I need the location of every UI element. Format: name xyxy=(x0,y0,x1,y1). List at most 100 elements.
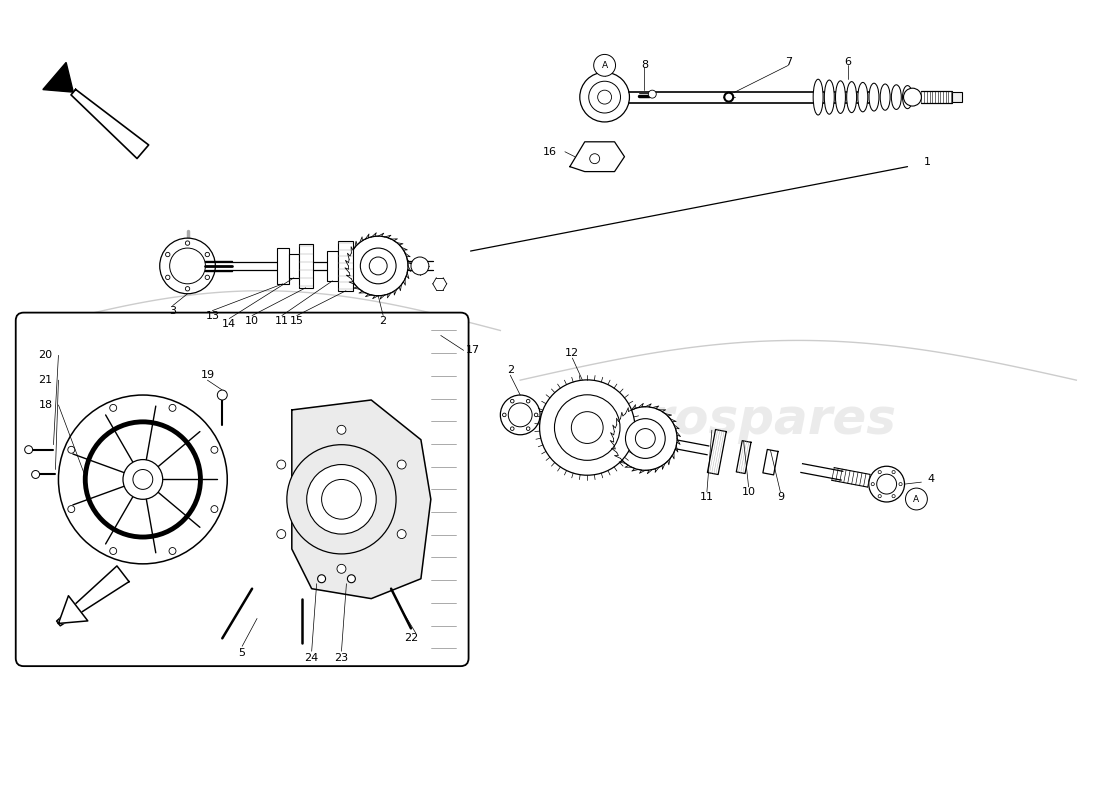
Ellipse shape xyxy=(813,79,823,115)
Text: eurospares: eurospares xyxy=(85,356,400,404)
Circle shape xyxy=(411,257,429,275)
Ellipse shape xyxy=(880,84,890,110)
Circle shape xyxy=(535,413,538,417)
Text: 3: 3 xyxy=(169,306,176,316)
Circle shape xyxy=(123,459,163,499)
Text: 13: 13 xyxy=(206,310,219,321)
Circle shape xyxy=(580,72,629,122)
Text: A: A xyxy=(913,494,920,503)
Circle shape xyxy=(337,564,345,574)
Circle shape xyxy=(218,390,228,400)
Circle shape xyxy=(186,241,189,246)
Circle shape xyxy=(871,482,874,486)
Circle shape xyxy=(211,446,218,454)
Text: 18: 18 xyxy=(39,400,53,410)
Ellipse shape xyxy=(824,80,834,114)
Circle shape xyxy=(370,257,387,275)
Circle shape xyxy=(878,494,881,498)
Circle shape xyxy=(169,248,206,284)
Circle shape xyxy=(277,530,286,538)
Bar xyxy=(339,241,353,290)
Circle shape xyxy=(527,427,530,430)
Circle shape xyxy=(166,252,169,257)
Circle shape xyxy=(32,470,40,478)
Text: eurospares: eurospares xyxy=(581,396,896,444)
Text: 14: 14 xyxy=(222,318,236,329)
Circle shape xyxy=(724,93,734,102)
Circle shape xyxy=(869,466,904,502)
Circle shape xyxy=(318,574,326,582)
Circle shape xyxy=(554,394,620,460)
Text: 2: 2 xyxy=(507,366,514,375)
Circle shape xyxy=(397,530,406,538)
Text: 7: 7 xyxy=(784,58,792,67)
Circle shape xyxy=(348,574,355,582)
Circle shape xyxy=(905,488,927,510)
Bar xyxy=(299,244,312,288)
Circle shape xyxy=(899,482,902,486)
Text: 15: 15 xyxy=(289,315,304,326)
Circle shape xyxy=(877,474,896,494)
Circle shape xyxy=(110,405,117,411)
Circle shape xyxy=(287,445,396,554)
Text: 11: 11 xyxy=(275,315,289,326)
Circle shape xyxy=(878,470,881,474)
Text: 4: 4 xyxy=(927,474,935,484)
Circle shape xyxy=(211,506,218,513)
Text: 5: 5 xyxy=(239,648,245,658)
Text: 2: 2 xyxy=(379,315,387,326)
Text: 20: 20 xyxy=(39,350,53,360)
Circle shape xyxy=(166,275,169,279)
Polygon shape xyxy=(292,400,431,598)
Circle shape xyxy=(892,470,895,474)
Polygon shape xyxy=(72,90,148,158)
Ellipse shape xyxy=(869,83,879,111)
Circle shape xyxy=(133,470,153,490)
Polygon shape xyxy=(58,596,88,623)
Circle shape xyxy=(590,154,600,164)
Circle shape xyxy=(510,399,514,403)
Circle shape xyxy=(205,252,209,257)
Circle shape xyxy=(68,446,75,454)
Text: 6: 6 xyxy=(845,58,851,67)
Polygon shape xyxy=(43,62,74,92)
Circle shape xyxy=(594,54,616,76)
Text: 16: 16 xyxy=(543,146,557,157)
Text: 24: 24 xyxy=(305,653,319,663)
Text: 8: 8 xyxy=(641,60,648,70)
Circle shape xyxy=(597,90,612,104)
Circle shape xyxy=(397,460,406,469)
FancyBboxPatch shape xyxy=(15,313,469,666)
Circle shape xyxy=(510,427,514,430)
Bar xyxy=(953,92,962,102)
Bar xyxy=(327,251,339,281)
Text: 12: 12 xyxy=(565,348,580,358)
Circle shape xyxy=(527,399,530,403)
Polygon shape xyxy=(707,430,726,474)
Circle shape xyxy=(588,82,620,113)
Circle shape xyxy=(337,426,345,434)
Ellipse shape xyxy=(902,86,913,109)
Text: 19: 19 xyxy=(200,370,214,380)
Text: 21: 21 xyxy=(39,375,53,385)
Polygon shape xyxy=(763,450,778,475)
Circle shape xyxy=(503,413,506,417)
Circle shape xyxy=(648,90,657,98)
Circle shape xyxy=(361,248,396,284)
Circle shape xyxy=(540,380,635,475)
Ellipse shape xyxy=(847,82,857,113)
Circle shape xyxy=(508,403,532,427)
Circle shape xyxy=(321,479,361,519)
Polygon shape xyxy=(736,441,751,474)
Circle shape xyxy=(68,506,75,513)
Circle shape xyxy=(160,238,216,294)
Text: 23: 23 xyxy=(334,653,349,663)
Text: 10: 10 xyxy=(245,315,260,326)
Circle shape xyxy=(614,406,678,470)
Text: 9: 9 xyxy=(777,492,784,502)
Text: A: A xyxy=(602,61,607,70)
Text: 22: 22 xyxy=(404,634,418,643)
Circle shape xyxy=(58,395,228,564)
Bar xyxy=(277,248,289,284)
Text: 1: 1 xyxy=(924,157,931,166)
